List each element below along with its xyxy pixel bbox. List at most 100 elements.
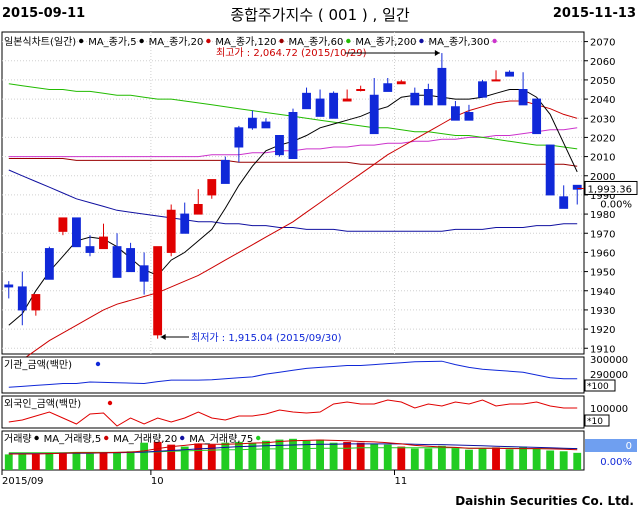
volume-bar	[397, 446, 406, 470]
candle-body	[288, 112, 298, 159]
inst-line	[8, 360, 578, 388]
volume-legend-swatch	[104, 435, 109, 441]
candle-body	[383, 83, 393, 92]
price-tick-label: 1930	[590, 306, 615, 317]
price-tick-label: 2030	[590, 114, 615, 125]
volume-bar	[248, 442, 257, 470]
candle-body	[72, 217, 81, 248]
candle-body	[247, 117, 257, 129]
volume-bar	[167, 444, 176, 470]
candle-body	[139, 265, 149, 282]
volume-bar	[234, 441, 243, 470]
volume-value-box	[585, 439, 637, 452]
low-annotation: 최저가 : 1,915.04 (2015/09/30)	[191, 332, 342, 344]
candle-body	[261, 121, 271, 129]
volume-legend-label: MA_거래량,20	[113, 433, 177, 445]
candle-body	[545, 144, 555, 196]
x-tick-label: 11	[395, 476, 408, 487]
price-legend-swatch	[79, 38, 84, 44]
volume-bar	[126, 451, 135, 470]
volume-legend-swatch	[256, 435, 261, 441]
inst-tick-label: 290000	[590, 370, 628, 381]
ma120-line	[8, 158, 578, 167]
volume-bar	[383, 444, 392, 470]
volume-bar	[519, 446, 528, 470]
start-date: 2015-09-11	[2, 6, 86, 21]
current-change: 0.00%	[600, 199, 632, 210]
candle-body	[207, 179, 217, 196]
volume-last-change: 0.00%	[600, 457, 632, 468]
price-legend-swatch	[419, 38, 424, 44]
candle-body	[437, 67, 447, 106]
volume-bar	[140, 442, 149, 470]
chart-title: 종합주가지수 ( 001 ) , 일간	[230, 6, 410, 24]
candle-body	[356, 89, 366, 91]
candle-body	[220, 159, 230, 184]
price-legend-label: MA_종가,200	[355, 36, 416, 48]
candle-body	[410, 92, 420, 106]
candle-body	[112, 246, 122, 278]
volume-bar	[194, 443, 203, 470]
volume-bar	[492, 447, 500, 470]
volume-bar	[221, 442, 230, 470]
candle-body	[491, 79, 501, 82]
volume-bar	[180, 446, 189, 470]
inst-panel-frame	[1, 356, 585, 394]
x-tick-label: 10	[151, 476, 164, 487]
candle-body	[99, 236, 108, 250]
price-legend-label: MA_종가,20	[149, 36, 204, 48]
candle-body	[329, 92, 339, 119]
candle-body	[58, 217, 68, 232]
candle-body	[31, 294, 41, 311]
price-legend-swatch	[492, 38, 497, 44]
volume-bar	[437, 445, 446, 470]
volume-bar	[18, 453, 27, 470]
high-annotation: 최고가 : 2,064.72 (2015/10/29)	[216, 47, 367, 59]
volume-ma5-line	[8, 439, 578, 455]
candle-body	[85, 246, 95, 253]
price-tick-label: 1990	[590, 191, 615, 202]
low-arrowhead	[160, 334, 166, 340]
volume-bar	[546, 450, 555, 470]
volume-bar	[58, 452, 67, 470]
inst-unit-box	[584, 379, 616, 392]
foreign-unit-box	[584, 414, 610, 427]
volume-bar	[478, 448, 487, 470]
price-legend-label: MA_종가,120	[215, 36, 276, 48]
volume-bar	[451, 448, 460, 470]
candle-body	[464, 112, 474, 121]
price-tick-label: 1910	[590, 344, 615, 355]
price-legend-label: MA_종가,300	[428, 36, 489, 48]
volume-bar	[316, 439, 324, 470]
price-tick-label: 2060	[590, 57, 615, 68]
price-tick-label: 1960	[590, 248, 615, 259]
volume-last-value: 0	[626, 441, 632, 452]
volume-bar	[532, 448, 541, 470]
price-legend-label: 일본식차트(일간)	[4, 36, 76, 48]
price-tick-label: 2070	[590, 38, 615, 49]
volume-legend-swatch	[34, 435, 39, 441]
candle-body	[505, 71, 514, 77]
volume-legend-swatch	[180, 435, 185, 441]
price-tick-label: 1920	[590, 325, 615, 336]
volume-bar	[356, 442, 365, 470]
price-legend-swatch	[139, 38, 144, 44]
foreign-legend-swatch	[107, 400, 113, 406]
end-date: 2015-11-13	[552, 6, 636, 21]
volume-bar	[113, 452, 121, 470]
volume-bar	[207, 444, 216, 470]
volume-legend-label: 거래량	[4, 433, 32, 445]
candle-body	[234, 127, 244, 148]
price-tick-label: 2040	[590, 95, 615, 106]
candle-body	[193, 204, 203, 215]
foreign-unit: *10	[587, 417, 603, 427]
candle-body	[17, 286, 27, 311]
candle-body	[166, 209, 176, 253]
candle-body	[315, 98, 325, 117]
inst-unit: *100	[587, 382, 609, 392]
candle-body	[44, 248, 54, 280]
foreign-legend-label: 외국인_금액(백만)	[4, 398, 81, 410]
volume-bar	[559, 451, 568, 470]
candle-body	[532, 98, 542, 135]
